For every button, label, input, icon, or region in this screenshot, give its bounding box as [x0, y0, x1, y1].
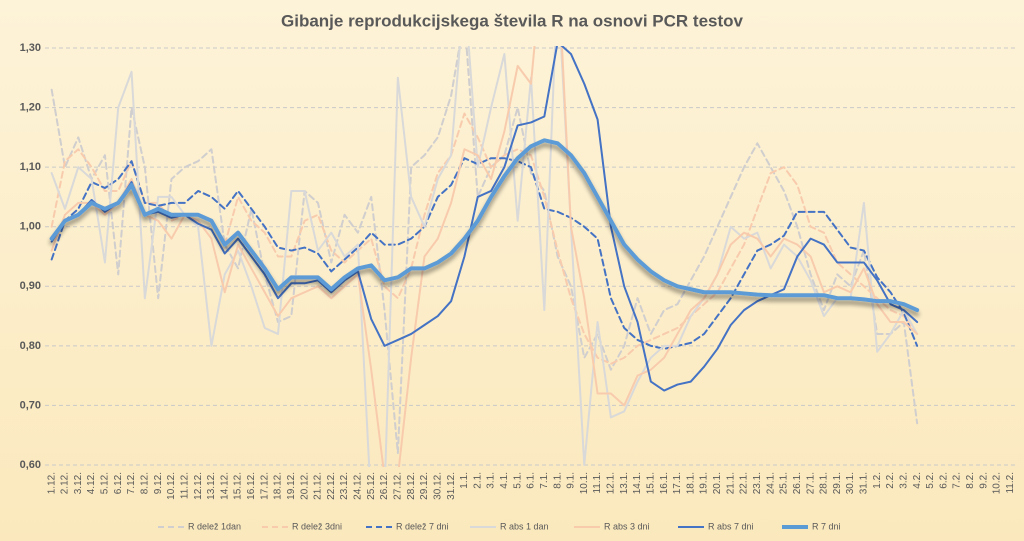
x-tick-label: 19.1.: [699, 472, 710, 494]
legend-label: R abs 1 dan: [500, 521, 549, 531]
x-tick-label: 22.12.: [326, 472, 337, 500]
x-tick-label: 20.1.: [712, 472, 723, 494]
x-tick-label: 28.12.: [406, 472, 417, 500]
legend-label: R abs 7 dni: [708, 521, 754, 531]
x-tick-label: 3.12.: [73, 472, 84, 494]
series-line: [50, 46, 919, 467]
x-tick-label: 6.12.: [113, 472, 124, 494]
x-tick-label: 29.12.: [419, 472, 430, 500]
x-tick-label: 1.1.: [459, 472, 470, 489]
x-tick-label: 18.12.: [273, 472, 284, 500]
x-tick-label: 8.1.: [552, 472, 563, 489]
x-tick-label: 8.2.: [965, 472, 976, 489]
x-tick-label: 3.2.: [898, 472, 909, 489]
x-tick-label: 27.1.: [805, 472, 816, 494]
x-tick-label: 20.12.: [299, 472, 310, 500]
x-tick-label: 6.1.: [526, 472, 537, 489]
series-line: [49, 138, 920, 313]
x-tick-label: 24.12.: [353, 472, 364, 500]
x-tick-label: 27.12.: [392, 472, 403, 500]
chart-title: Gibanje reprodukcijskega števila R na os…: [281, 11, 744, 30]
legend-label: R delež 7 dni: [396, 521, 449, 531]
x-tick-label: 23.1.: [752, 472, 763, 494]
x-tick-label: 25.1.: [779, 472, 790, 494]
x-tick-label: 4.2.: [912, 472, 923, 489]
x-tick-label: 8.12.: [140, 472, 151, 494]
x-tick-label: 5.2.: [925, 472, 936, 489]
x-tick-label: 7.12.: [126, 472, 137, 494]
x-tick-label: 19.12.: [286, 472, 297, 500]
x-tick-label: 10.2.: [992, 472, 1003, 494]
x-tick-label: 14.12.: [219, 472, 230, 500]
x-tick-label: 18.1.: [685, 472, 696, 494]
x-tick-label: 11.12.: [179, 472, 190, 499]
x-tick-label: 28.1.: [819, 472, 830, 494]
x-tick-label: 4.12.: [86, 472, 97, 494]
x-tick-label: 10.1.: [579, 472, 590, 494]
x-tick-label: 30.12.: [432, 472, 443, 500]
y-tick-label: 1,30: [20, 42, 41, 54]
x-tick-label: 31.12.: [446, 472, 457, 500]
x-tick-label: 2.12.: [60, 472, 71, 494]
x-tick-label: 13.1.: [619, 472, 630, 494]
x-tick-label: 16.1.: [659, 472, 670, 494]
x-tick-label: 17.12.: [259, 472, 270, 500]
x-tick-label: 12.12.: [193, 472, 204, 500]
x-tick-label: 2.1.: [472, 472, 483, 489]
y-tick-label: 0,70: [20, 399, 41, 411]
x-tick-label: 30.1.: [845, 472, 856, 494]
x-tick-label: 16.12.: [246, 472, 257, 500]
x-tick-label: 5.1.: [512, 472, 523, 489]
x-tick-label: 29.1.: [832, 472, 843, 494]
x-tick-label: 1.12.: [46, 472, 57, 494]
x-tick-label: 6.2.: [938, 472, 949, 489]
x-tick-label: 26.1.: [792, 472, 803, 494]
x-tick-label: 9.2.: [978, 472, 989, 489]
x-tick-label: 21.12.: [313, 472, 324, 500]
x-tick-label: 11.2.: [1005, 472, 1016, 494]
plot-area: [49, 46, 920, 467]
series-line: [50, 157, 919, 350]
y-tick-label: 0,60: [20, 459, 41, 471]
x-tick-label: 10.12.: [166, 472, 177, 500]
x-tick-label: 4.1.: [499, 472, 510, 489]
legend-label: R delež 3dni: [292, 521, 342, 531]
x-tick-label: 15.1.: [645, 472, 656, 494]
legend-label: R abs 3 dni: [604, 521, 650, 531]
x-tick-label: 9.1.: [566, 472, 577, 489]
x-tick-label: 24.1.: [765, 472, 776, 494]
x-tick-label: 31.1.: [859, 472, 870, 494]
series-line: [50, 46, 919, 467]
y-tick-label: 1,00: [20, 221, 41, 233]
x-tick-label: 25.12.: [366, 472, 377, 500]
x-tick-label: 3.1.: [486, 472, 497, 489]
x-tick-label: 21.1.: [725, 472, 736, 494]
x-tick-label: 17.1.: [672, 472, 683, 494]
x-tick-label: 7.2.: [952, 472, 963, 489]
x-tick-label: 15.12.: [233, 472, 244, 500]
x-tick-label: 5.12.: [100, 472, 111, 494]
x-tick-label: 9.12.: [153, 472, 164, 494]
x-tick-label: 23.12.: [339, 472, 350, 500]
y-tick-label: 0,80: [20, 340, 41, 352]
x-tick-label: 2.2.: [885, 472, 896, 489]
legend-label: R 7 dni: [812, 521, 841, 531]
y-tick-label: 0,90: [20, 280, 41, 292]
x-tick-label: 1.2.: [872, 472, 883, 489]
x-tick-label: 12.1.: [606, 472, 617, 494]
x-tick-label: 14.1.: [632, 472, 643, 494]
legend-label: R delež 1dan: [188, 521, 241, 531]
x-tick-label: 13.12.: [206, 472, 217, 500]
y-tick-label: 1,20: [20, 101, 41, 113]
x-tick-label: 22.1.: [739, 472, 750, 494]
y-tick-label: 1,10: [20, 161, 41, 173]
x-tick-label: 7.1.: [539, 472, 550, 489]
x-tick-label: 11.1.: [592, 472, 603, 494]
x-tick-label: 26.12.: [379, 472, 390, 500]
